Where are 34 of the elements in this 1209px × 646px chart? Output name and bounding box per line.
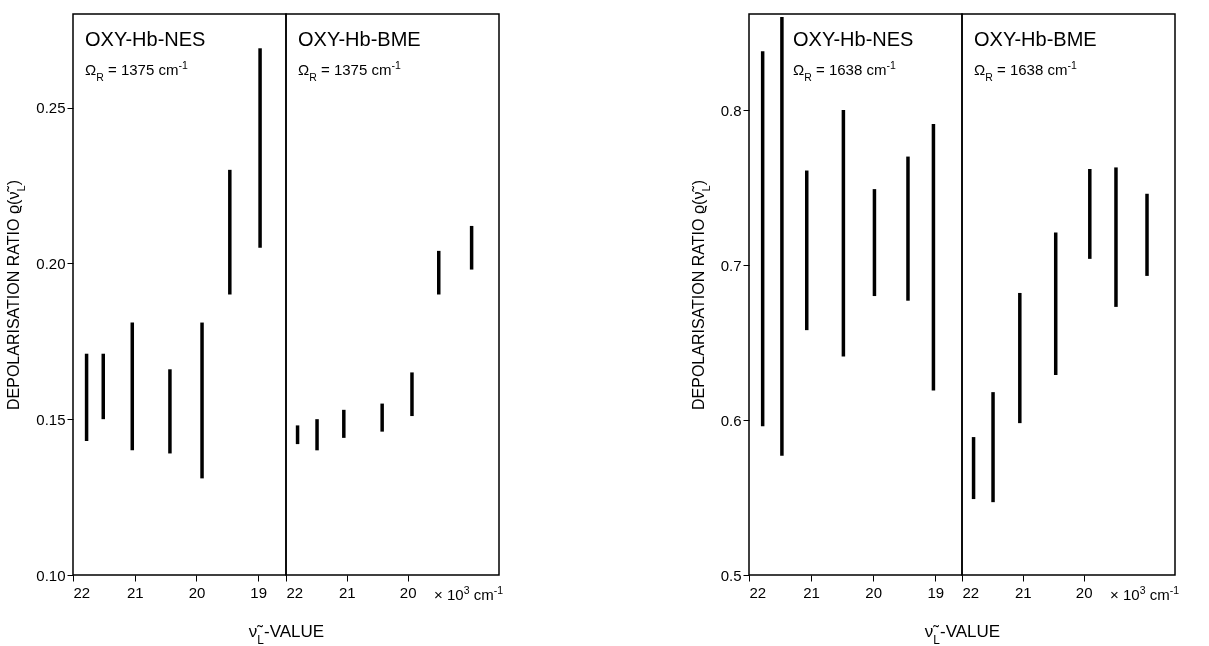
x-tick-label: 21 (803, 583, 820, 601)
x-axis-title: ν̃$_{L}$-VALUE (924, 621, 1001, 646)
x-axis-title: ν̃$_{L}$-VALUE (248, 621, 325, 646)
x-tick-label: 20 (865, 583, 883, 601)
x-tick-label: 22 (962, 583, 980, 601)
annotation: OXY-Hb-BME (298, 28, 421, 50)
x-tick-label: 21 (339, 583, 356, 601)
annotation: Ω$_{R}$ = 1375 cm$^{-1}$ (85, 59, 188, 83)
y-tick-label: 0.20 (36, 254, 66, 272)
x-tick-label: 22 (286, 583, 304, 601)
annotation: Ω$_{R}$ = 1638 cm$^{-1}$ (974, 59, 1077, 83)
annotation: OXY-Hb-BME (974, 28, 1097, 50)
annotation: OXY-Hb-NES (85, 28, 206, 50)
y-tick-label: 0.15 (36, 410, 66, 428)
y-tick-label: 0.7 (720, 256, 742, 274)
y-tick-label: 0.5 (720, 566, 742, 584)
text: × 10$^{3}$ cm$^{-1}$ (1110, 584, 1180, 603)
text: × 10$^{3}$ cm$^{-1}$ (434, 584, 504, 603)
x-tick-label: 20 (399, 583, 417, 601)
y-tick-label: 0.8 (720, 101, 742, 119)
x-tick-label: 22 (73, 583, 91, 601)
annotation: Ω$_{R}$ = 1638 cm$^{-1}$ (793, 59, 896, 83)
x-tick-label: 20 (1075, 583, 1093, 601)
annotation: Ω$_{R}$ = 1375 cm$^{-1}$ (298, 59, 401, 83)
y-tick-label: 0.6 (720, 411, 742, 429)
y-tick-label: 0.10 (36, 566, 66, 584)
x-tick-label: 20 (188, 583, 206, 601)
annotation: OXY-Hb-NES (793, 28, 914, 50)
x-tick-label: 19 (927, 583, 945, 601)
x-tick-label: 19 (250, 583, 268, 601)
y-tick-label: 0.25 (36, 99, 66, 116)
x-tick-label: 22 (749, 583, 767, 601)
x-tick-label: 21 (1015, 583, 1032, 601)
x-tick-label: 21 (126, 583, 144, 601)
